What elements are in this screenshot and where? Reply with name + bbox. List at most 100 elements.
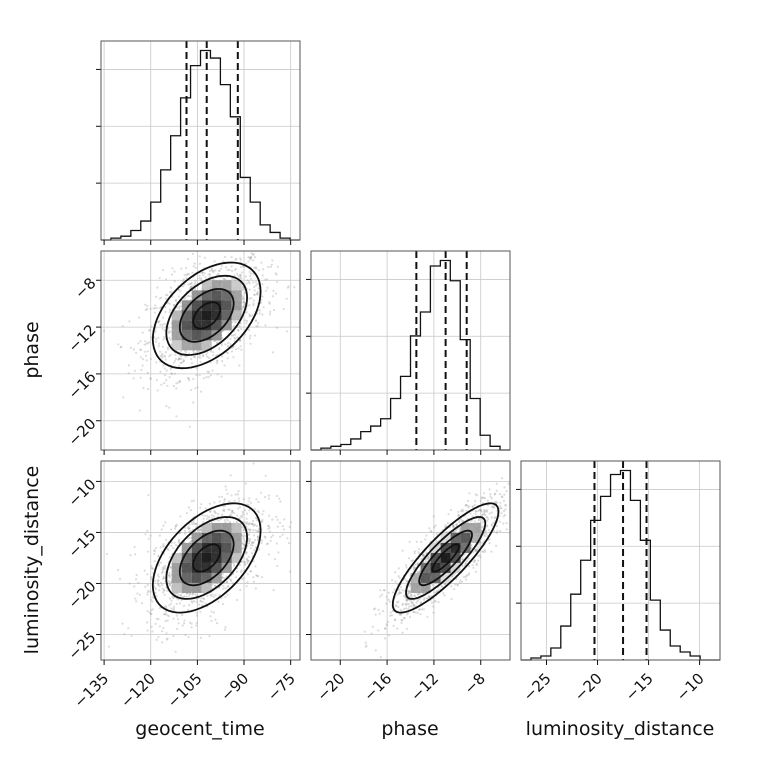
scatter-point bbox=[195, 612, 198, 615]
scatter-point bbox=[146, 573, 149, 576]
scatter-point bbox=[169, 353, 172, 356]
scatter-point bbox=[144, 308, 147, 311]
scatter-point bbox=[216, 360, 219, 363]
scatter-point bbox=[257, 528, 260, 531]
scatter-point bbox=[161, 641, 164, 644]
scatter-point bbox=[206, 515, 209, 518]
scatter-point bbox=[257, 321, 260, 324]
scatter-point bbox=[229, 513, 232, 517]
scatter-point bbox=[162, 543, 165, 546]
scatter-point bbox=[166, 348, 170, 351]
scatter-point bbox=[377, 608, 380, 612]
scatter-point bbox=[193, 522, 196, 525]
scatter-point bbox=[183, 619, 186, 622]
scatter-point bbox=[467, 499, 470, 502]
scatter-point bbox=[170, 290, 173, 293]
scatter-point bbox=[279, 535, 282, 538]
scatter-point bbox=[257, 500, 260, 504]
scatter-point bbox=[272, 289, 275, 292]
scatter-point bbox=[144, 303, 147, 306]
scatter-point bbox=[281, 525, 284, 528]
scatter-point bbox=[202, 377, 205, 380]
scatter-point bbox=[162, 364, 165, 367]
scatter-point bbox=[138, 593, 141, 596]
scatter-point bbox=[220, 495, 224, 498]
scatter-point bbox=[158, 297, 161, 300]
scatter-point bbox=[170, 528, 173, 531]
scatter-point bbox=[227, 584, 230, 588]
scatter-point bbox=[171, 373, 174, 376]
scatter-point bbox=[172, 597, 175, 600]
scatter-point bbox=[467, 573, 470, 577]
scatter-point bbox=[250, 255, 253, 259]
scatter-point bbox=[249, 342, 252, 345]
scatter-point bbox=[150, 613, 153, 616]
scatter-point bbox=[241, 296, 244, 299]
scatter-point bbox=[133, 545, 136, 549]
scatter-point bbox=[179, 290, 182, 293]
scatter-point bbox=[192, 499, 195, 502]
scatter-point bbox=[382, 589, 386, 592]
scatter-point bbox=[418, 608, 421, 612]
scatter-point bbox=[181, 613, 184, 617]
scatter-point bbox=[389, 600, 392, 603]
scatter-point bbox=[129, 554, 132, 557]
scatter-point bbox=[249, 277, 252, 280]
scatter-point bbox=[158, 589, 161, 592]
scatter-point bbox=[383, 637, 386, 640]
scatter-point bbox=[163, 613, 166, 616]
scatter-point bbox=[147, 494, 150, 497]
scatter-point bbox=[138, 316, 141, 319]
scatter-point bbox=[169, 286, 172, 289]
scatter-point bbox=[155, 379, 158, 382]
scatter-point bbox=[244, 521, 247, 524]
scatter-point bbox=[180, 361, 183, 364]
scatter-point bbox=[231, 509, 234, 512]
scatter-point bbox=[272, 308, 276, 312]
scatter-point bbox=[218, 500, 221, 503]
density-cell bbox=[171, 310, 182, 321]
scatter-point bbox=[175, 415, 178, 418]
scatter-point bbox=[157, 555, 160, 558]
scatter-point bbox=[157, 575, 160, 578]
scatter-point bbox=[467, 565, 471, 568]
scatter-point bbox=[252, 285, 256, 289]
scatter-point bbox=[186, 272, 189, 276]
scatter-point bbox=[187, 525, 190, 528]
scatter-point bbox=[154, 591, 157, 595]
scatter-point bbox=[247, 559, 250, 562]
scatter-point bbox=[249, 334, 252, 337]
scatter-point bbox=[195, 621, 198, 625]
scatter-point bbox=[417, 551, 420, 554]
scatter-point bbox=[434, 524, 437, 527]
scatter-point bbox=[498, 520, 502, 523]
scatter-point bbox=[179, 355, 182, 358]
scatter-point bbox=[287, 285, 290, 288]
scatter-point bbox=[162, 589, 165, 592]
scatter-point bbox=[147, 537, 150, 540]
scatter-point bbox=[154, 579, 157, 583]
scatter-point bbox=[434, 600, 437, 603]
scatter-point bbox=[229, 474, 232, 477]
scatter-point bbox=[166, 619, 169, 622]
scatter-point bbox=[242, 301, 245, 304]
scatter-point bbox=[252, 462, 255, 465]
scatter-point bbox=[189, 282, 192, 286]
scatter-point bbox=[244, 563, 247, 566]
scatter-point bbox=[504, 504, 507, 507]
scatter-point bbox=[244, 333, 247, 336]
scatter-point bbox=[200, 390, 203, 393]
scatter-point bbox=[168, 291, 172, 294]
scatter-point bbox=[226, 357, 229, 360]
scatter-point bbox=[288, 541, 291, 545]
scatter-point bbox=[189, 592, 192, 595]
scatter-point bbox=[183, 297, 186, 300]
scatter-point bbox=[161, 356, 164, 359]
scatter-point bbox=[161, 324, 164, 327]
scatter-point bbox=[151, 567, 154, 570]
scatter-point bbox=[268, 302, 271, 305]
scatter-point bbox=[158, 625, 161, 628]
scatter-point bbox=[212, 354, 215, 357]
scatter-point bbox=[201, 514, 204, 517]
contour-level-3 bbox=[165, 274, 249, 356]
